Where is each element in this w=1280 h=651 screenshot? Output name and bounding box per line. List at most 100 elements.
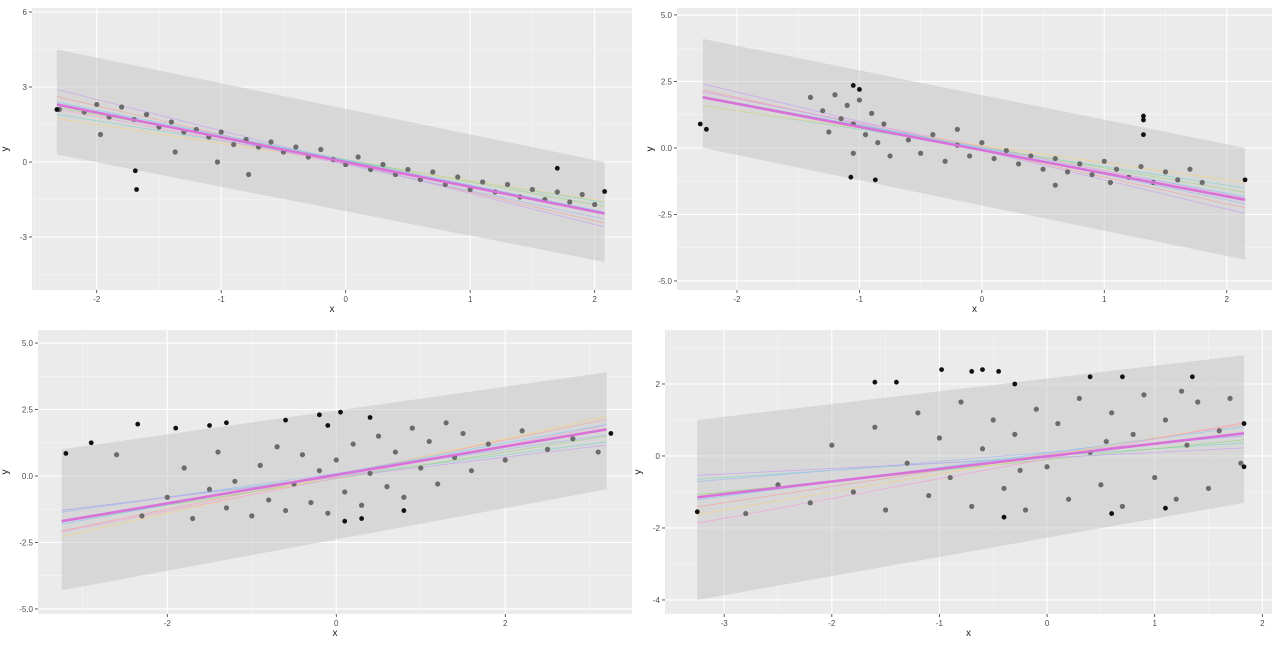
data-point [1199,179,1205,186]
y-tick-label: 0.0 [661,144,673,153]
data-point [904,460,910,466]
data-point [1028,153,1034,159]
data-point [409,425,415,431]
data-point [1103,438,1109,445]
data-point [215,449,221,455]
data-point [1077,161,1083,167]
bootstrap-fit-line [697,447,1245,476]
y-tick-label: -5.0 [658,277,672,286]
y-tick-label: 3 [23,83,28,92]
data-point [435,481,441,487]
data-point [1184,442,1190,448]
data-point [282,507,289,514]
data-point [333,457,339,463]
data-point [443,420,449,426]
y-tick-label: -2 [653,524,661,533]
data-point [1003,147,1009,154]
x-tick-label: 1 [468,295,473,304]
data-point [1119,503,1126,509]
outlier-point [316,412,322,418]
data-point [1238,460,1244,466]
data-point [1152,474,1158,481]
data-point [1101,158,1107,164]
x-tick-label: 1 [1152,619,1157,628]
data-point [1033,406,1039,412]
outlier-point [283,417,288,423]
data-point [826,129,832,135]
data-point [168,119,175,125]
outlier-point [1001,514,1007,520]
data-point [325,510,331,516]
panel-background [38,330,632,614]
data-point [930,132,936,138]
x-tick-label: -3 [721,619,729,628]
outlier-point [939,367,944,372]
data-point [232,478,238,484]
data-point [1205,485,1212,491]
y-axis-title: y [0,147,11,152]
data-point [856,97,863,103]
data-point [1216,428,1222,434]
outlier-point [401,508,407,513]
x-tick-label: -1 [218,295,226,304]
x-tick-label: -1 [936,619,944,628]
data-point [1187,166,1193,172]
panel-4: -3 -2 -1 0 1 2 -4 -2 0 2 x y [633,330,1272,639]
x-tick-label: 0 [1045,619,1050,628]
outlier-point [1120,374,1125,380]
y-tick-label: 0 [656,452,661,461]
data-point [1065,496,1072,502]
y-tick-label: -4 [653,596,661,605]
data-point [567,199,573,205]
data-point [1055,420,1061,427]
data-point [875,140,881,146]
data-point [1107,179,1113,186]
data-point [1015,161,1022,167]
outlier-point [135,421,141,427]
data-point [249,513,255,519]
fit-line [702,96,1246,202]
x-tick-label: -2 [164,619,172,628]
x-tick-label: 2 [503,619,508,628]
bootstrap-fit-line [702,105,1246,183]
data-point [850,150,856,156]
fit-line [61,428,607,523]
data-point [1162,417,1169,423]
data-point [1064,169,1071,175]
y-tick-label: 0.0 [22,472,34,481]
y-tick-label: -3 [20,233,28,242]
outlier-point [996,368,1002,374]
data-point [1178,388,1185,394]
data-point [172,149,178,155]
data-point [418,465,424,471]
data-point [367,470,373,476]
data-point [832,92,838,98]
data-point [883,507,889,513]
outlier-point [1109,511,1115,516]
data-point [838,116,844,122]
data-point [504,181,511,188]
y-tick-label: 2 [656,380,661,389]
data-point [918,150,924,156]
outlier-point [54,107,60,112]
data-point [1017,467,1023,473]
outlier-point [63,450,69,456]
data-point [862,132,869,138]
x-tick-label: -2 [733,295,741,304]
x-tick-label: 0 [334,619,339,628]
data-point [529,186,536,193]
data-point [392,449,399,455]
data-point [426,438,432,445]
data-point [850,489,856,495]
outlier-point [694,509,700,515]
bootstrap-fit-line [61,424,607,533]
data-point [570,436,576,442]
outlier-point [554,165,560,171]
data-point [579,191,585,198]
data-point [1052,182,1058,188]
outlier-point [1012,381,1018,387]
data-point [979,446,986,452]
data-point [293,144,299,150]
data-point [190,515,196,522]
